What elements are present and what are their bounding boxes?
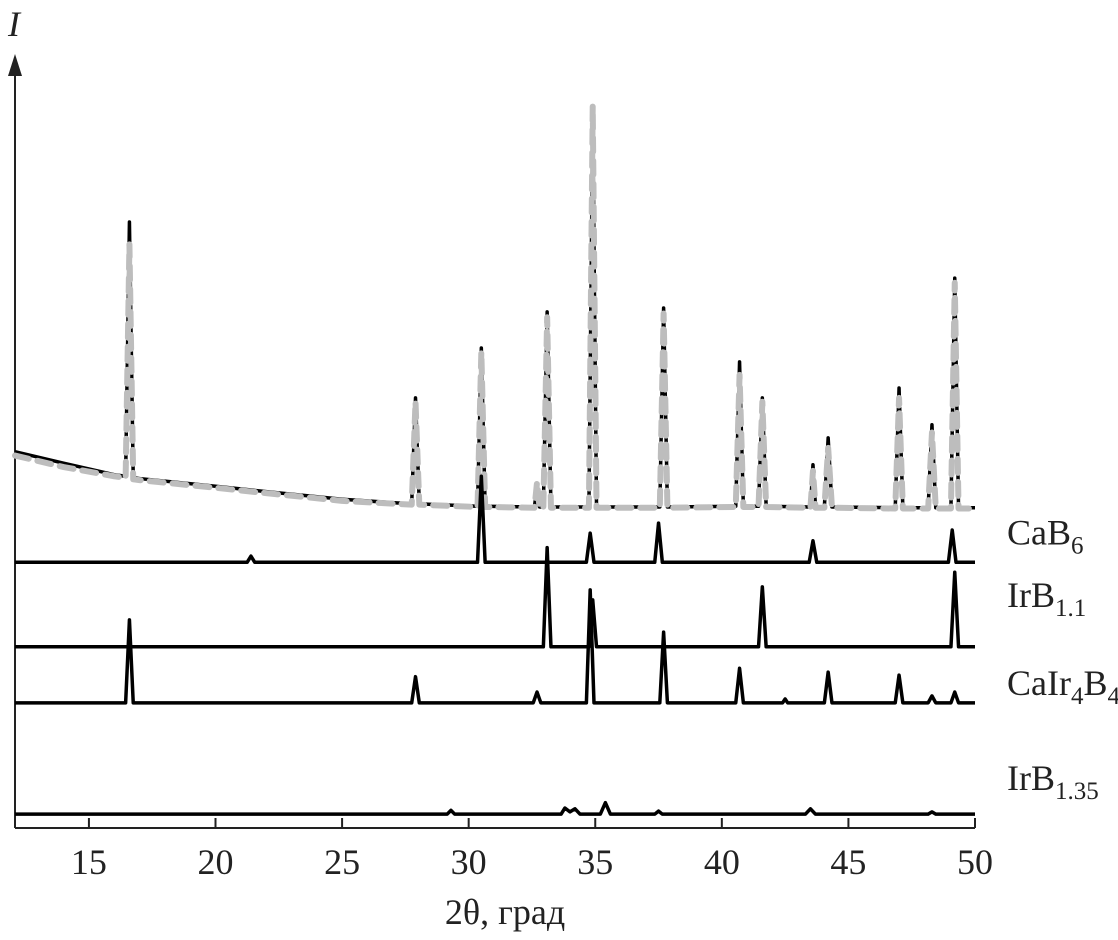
x-tick-label: 30 xyxy=(451,842,487,882)
x-tick-label: 35 xyxy=(577,842,613,882)
pattern-line xyxy=(15,474,975,565)
y-axis-label: I xyxy=(7,4,22,44)
x-tick-label: 15 xyxy=(71,842,107,882)
y-axis-arrow xyxy=(8,54,22,76)
x-tick-label: 20 xyxy=(198,842,234,882)
calculated-pattern xyxy=(12,103,978,512)
series-label: CaB6 xyxy=(1007,512,1084,559)
x-tick-label: 25 xyxy=(324,842,360,882)
x-tick-label: 50 xyxy=(957,842,993,882)
pattern-line xyxy=(15,545,975,649)
x-axis-label: 2θ, град xyxy=(445,892,565,932)
pattern-line xyxy=(15,588,975,705)
x-tick-label: 40 xyxy=(704,842,740,882)
x-tick-label: 45 xyxy=(830,842,866,882)
series-label: CaIr4B4 xyxy=(1007,663,1118,710)
pattern-line xyxy=(15,800,975,816)
series-label: IrB1.35 xyxy=(1007,758,1099,805)
series-label: IrB1.1 xyxy=(1007,575,1086,622)
